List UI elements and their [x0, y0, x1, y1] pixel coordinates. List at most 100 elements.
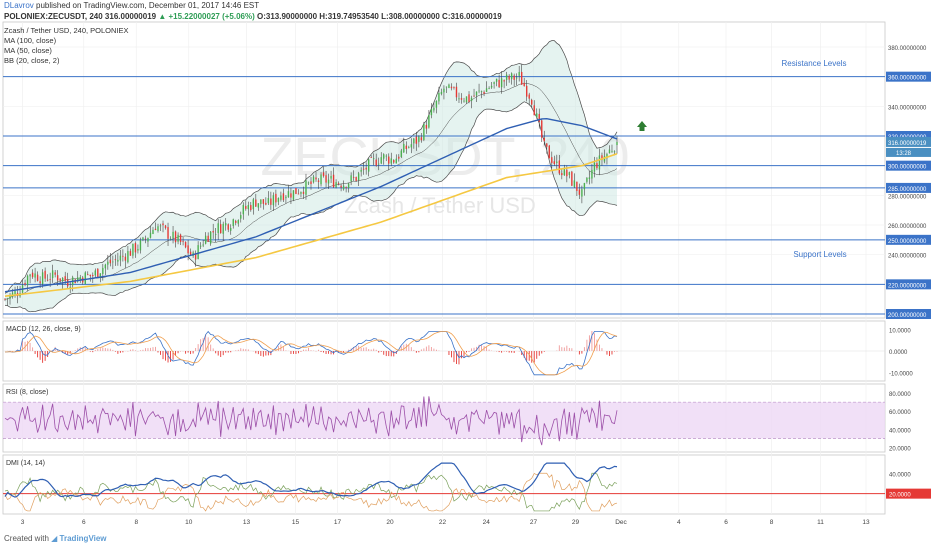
candle-body: [480, 91, 483, 93]
candle-body: [453, 87, 455, 88]
moving-averages: [4, 117, 618, 297]
price-axis[interactable]: 380.00000000360.00000000340.00000000320.…: [886, 46, 931, 319]
candle-body: [325, 175, 327, 183]
price-change: ▲ +15.22000027 (+5.06%): [158, 12, 255, 21]
candle-body: [107, 261, 109, 265]
macd-panel: 10.0000 0.0000 -10.0000: [3, 328, 913, 378]
horizontal-levels[interactable]: [3, 76, 885, 315]
candle-body: [29, 274, 31, 277]
time-tick-label: Dec: [615, 519, 627, 526]
bb-upper: [4, 40, 618, 294]
candle-body: [608, 149, 611, 154]
time-tick-label: 11: [817, 519, 824, 526]
support-label: Support Levels: [793, 250, 846, 259]
candle-body: [44, 270, 46, 279]
candle-body: [423, 124, 425, 140]
candle-body: [332, 174, 335, 188]
candle-body: [179, 234, 182, 243]
candle-body: [194, 253, 197, 260]
candle-body: [59, 278, 61, 281]
macd-tick-label: -10.0000: [889, 372, 913, 378]
candle-body: [393, 160, 395, 163]
candle-body: [262, 199, 265, 204]
candle-body: [132, 243, 134, 256]
time-axis[interactable]: 3 6 8 10 13 15 17 20 22 24 27 29 Dec 4 6 8 11 13: [21, 519, 870, 526]
candle-body: [505, 74, 508, 81]
macd-signal-line: [4, 331, 618, 376]
candle-body: [265, 202, 267, 205]
candle-body: [247, 205, 249, 210]
candle-body: [112, 261, 114, 263]
candle-body: [39, 281, 41, 284]
di-minus-line: [4, 472, 618, 512]
candle-body: [240, 215, 242, 219]
candle-body: [302, 191, 305, 194]
candle-body: [182, 240, 184, 242]
candle-body: [9, 295, 11, 299]
candle-body: [388, 156, 390, 164]
candle-body: [290, 193, 292, 198]
candle-body: [375, 159, 377, 166]
current-price-tag[interactable]: [886, 136, 931, 147]
symbol-info[interactable]: POLONIEX:ZECUSDT, 240: [4, 12, 103, 21]
legend-ma50[interactable]: MA (50, close): [4, 46, 52, 55]
candle-body: [305, 180, 307, 195]
candle-body: [51, 270, 54, 279]
legend-ma100[interactable]: MA (100, close): [4, 36, 57, 45]
candle-body: [463, 100, 465, 102]
candle-body: [495, 78, 498, 82]
price-tick-label: 200.00000000: [888, 313, 927, 319]
candle-body: [317, 180, 320, 182]
candle-body: [360, 169, 362, 172]
candle-body: [443, 88, 445, 93]
candle-body: [67, 279, 69, 287]
candle-body: [345, 187, 347, 189]
candle-body: [310, 181, 312, 184]
candle-body: [398, 156, 400, 159]
candle-body: [468, 94, 470, 102]
candle-body: [478, 90, 480, 92]
chart-legend: Zcash / Tether USD, 240, POLONIEX MA (10…: [4, 26, 129, 66]
candle-body: [551, 157, 553, 163]
rsi-line: [4, 396, 618, 446]
author-link[interactable]: DLavrov: [4, 1, 34, 10]
legend-bb[interactable]: BB (20, close, 2): [4, 56, 60, 65]
price-tick-label: 280.00000000: [888, 194, 927, 200]
tradingview-logo-icon[interactable]: ◢: [51, 534, 58, 543]
footer-brand[interactable]: TradingView: [59, 534, 107, 543]
candle-body: [149, 232, 152, 238]
candle-body: [257, 203, 260, 208]
candle-body: [139, 240, 142, 251]
candle-body: [425, 124, 428, 129]
candle-body: [510, 73, 513, 80]
legend-title[interactable]: Zcash / Tether USD, 240, POLONIEX: [4, 26, 129, 35]
candle-body: [46, 279, 49, 281]
candle-body: [400, 150, 402, 157]
candle-body: [117, 259, 119, 262]
candle-body: [282, 193, 285, 201]
current-price-label: 316.00000019: [888, 141, 927, 147]
candle-body: [285, 196, 287, 199]
candle-body: [230, 227, 232, 231]
candle-body: [315, 177, 317, 180]
candle-body: [445, 86, 448, 88]
candle-body: [129, 250, 132, 256]
candle-body: [598, 155, 601, 170]
candle-body: [450, 86, 453, 89]
candle-body: [571, 171, 573, 186]
candle-body: [373, 158, 375, 160]
candle-body: [292, 190, 295, 200]
countdown-label: 13:28: [896, 151, 912, 157]
price-tag-bg: [886, 160, 931, 171]
candle-body: [64, 276, 66, 281]
time-tick-label: 3: [21, 519, 25, 526]
up-arrow-icon[interactable]: [637, 121, 647, 131]
candle-body: [287, 191, 290, 198]
time-tick-label: 15: [292, 519, 300, 526]
candle-body: [533, 105, 535, 116]
macd-title: MACD (12, 26, close, 9): [6, 326, 81, 333]
candle-body: [350, 175, 352, 182]
candle-body: [561, 173, 563, 176]
candle-body: [488, 88, 490, 89]
